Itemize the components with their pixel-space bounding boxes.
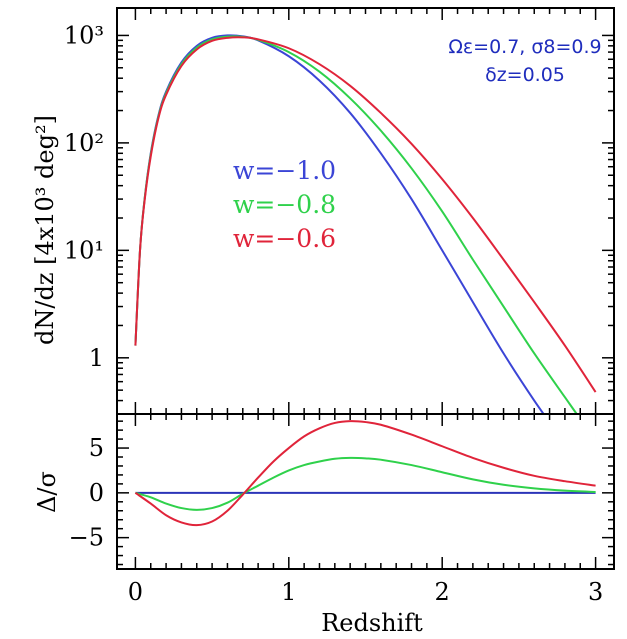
top-y-tick-labels: 1 10¹ 10² 10³: [64, 21, 104, 371]
x-tick-label: 1: [281, 578, 296, 606]
bottom-y-tick-label: 5: [89, 434, 104, 462]
bottom-y-axis-title: Δ/σ: [33, 471, 61, 513]
x-axis-title: Redshift: [321, 609, 423, 637]
bottom-y-tick-labels: −5 0 5: [69, 434, 104, 552]
top-y-tick-label: 10¹: [64, 236, 104, 264]
bottom-y-tick-label: −5: [69, 524, 104, 552]
legend: w=−1.0 w=−0.8 w=−0.6: [233, 156, 336, 253]
bottom-series-line-1: [135, 456, 596, 511]
bottom-panel-ticks: [117, 414, 614, 569]
top-y-axis-title: dN/dz [4x10³ deg²]: [31, 115, 59, 345]
top-panel-series: [134, 34, 597, 414]
legend-entry: w=−0.8: [233, 190, 336, 219]
bottom-panel-series: [134, 420, 596, 527]
bottom-series-line-2: [134, 420, 596, 527]
x-tick-label: 3: [588, 578, 603, 606]
top-y-tick-label: 1: [89, 344, 104, 372]
x-tick-label: 0: [128, 578, 143, 606]
top-y-tick-label: 10³: [64, 21, 104, 49]
parameter-annotation-line1: Ωε=0.7, σ8=0.9: [448, 36, 601, 58]
bottom-panel-frame: [116, 413, 615, 570]
bottom-y-tick-label: 0: [89, 479, 104, 507]
legend-entry: w=−0.6: [233, 224, 336, 253]
top-panel: 1 10¹ 10² 10³ dN/dz [4x10³ deg²] w=−1.0 w=−0…: [31, 7, 615, 415]
top-series-line-2: [134, 36, 597, 393]
legend-entry: w=−1.0: [233, 156, 336, 185]
top-y-tick-label: 10²: [64, 129, 104, 157]
bottom-panel: −5 0 5 0 1 2 3 Δ/σ Redshift: [33, 413, 615, 637]
x-tick-label: 2: [435, 578, 450, 606]
parameter-annotation-line2: δz=0.05: [485, 64, 565, 86]
x-tick-labels: 0 1 2 3: [128, 578, 603, 606]
